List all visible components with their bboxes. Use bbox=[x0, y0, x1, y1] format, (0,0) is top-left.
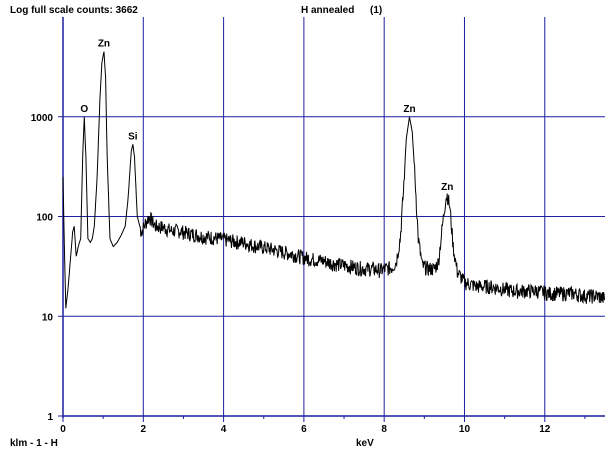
y-tick-label: 100 bbox=[36, 213, 53, 224]
axes bbox=[62, 17, 605, 418]
spectrum-line bbox=[62, 51, 605, 309]
peak-label-zn: Zn bbox=[403, 104, 415, 115]
x-tick-label: 0 bbox=[60, 424, 66, 435]
peak-labels: O Zn Si Zn Zn bbox=[80, 39, 453, 193]
peak-label-zn: Zn bbox=[441, 182, 453, 193]
spectrum-trace bbox=[62, 51, 605, 309]
peak-label-zn: Zn bbox=[98, 39, 110, 50]
x-tick-label: 10 bbox=[459, 424, 471, 435]
x-tick-label: 12 bbox=[539, 424, 551, 435]
x-tick-label: 6 bbox=[301, 424, 307, 435]
peak-label-o: O bbox=[80, 104, 88, 115]
y-tick-label: 1000 bbox=[31, 113, 54, 124]
x-axis-unit-label: keV bbox=[356, 438, 374, 449]
x-tick-labels: 0 2 4 6 8 10 12 bbox=[60, 416, 586, 435]
spectrum-index: (1) bbox=[370, 5, 383, 16]
sample-title: H annealed bbox=[301, 5, 355, 16]
x-tick-label: 8 bbox=[381, 424, 387, 435]
x-tick-label: 4 bbox=[221, 424, 227, 435]
full-scale-counts-label: Log full scale counts: 3662 bbox=[10, 5, 138, 16]
y-tick-labels: 1 10 100 1000 bbox=[31, 113, 63, 423]
y-tick-label: 10 bbox=[42, 312, 54, 323]
y-tick-label: 1 bbox=[47, 412, 53, 423]
peak-label-si: Si bbox=[128, 131, 138, 142]
sample-id-label: klm - 1 - H bbox=[10, 438, 58, 449]
grid-lines bbox=[63, 17, 605, 416]
x-tick-label: 2 bbox=[141, 424, 147, 435]
